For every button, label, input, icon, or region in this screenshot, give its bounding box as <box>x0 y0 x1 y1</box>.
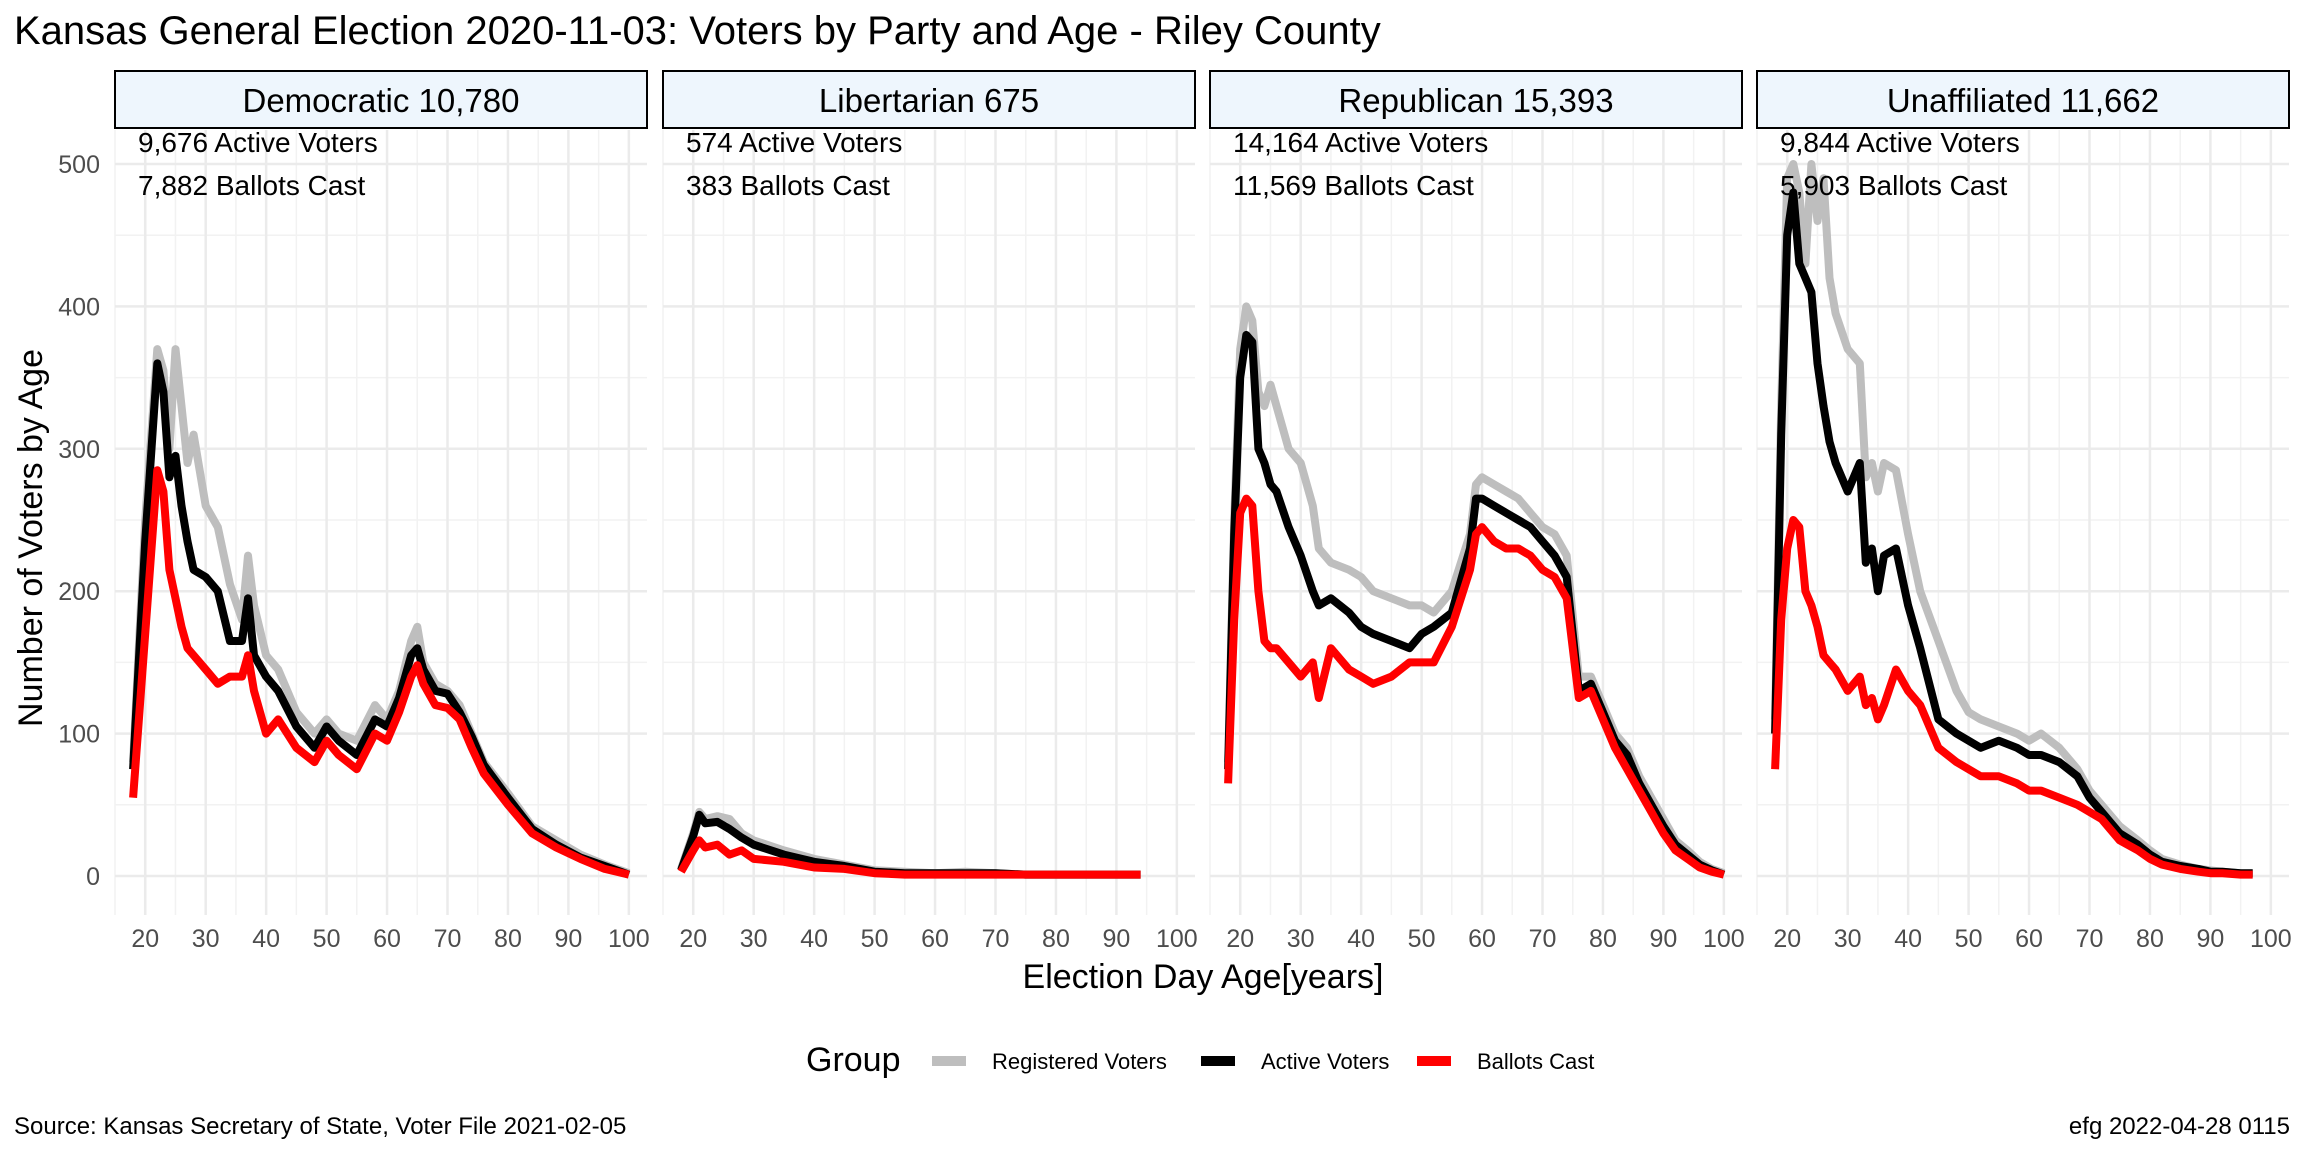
x-tick-label: 100 <box>608 925 650 953</box>
y-tick-label: 0 <box>86 863 100 891</box>
facet-strip-label: Democratic 10,780 <box>243 82 520 119</box>
panel-3: 20 30 40 50 60 70 80 90 100 Republican 15,393 14,1… <box>1209 70 1745 953</box>
x-tick-label: 90 <box>2197 925 2225 953</box>
x-tick-label: 20 <box>1773 925 1801 953</box>
y-tick-label: 100 <box>58 721 100 749</box>
series-line-ballots-cast <box>1224 494 1725 879</box>
legend-title: Group <box>806 1041 901 1079</box>
legend-label: Registered Voters <box>992 1049 1167 1074</box>
x-tick-label: 100 <box>1703 925 1745 953</box>
panel-annotation: 5,903 Ballots Cast <box>1780 170 2007 201</box>
x-tick-label: 100 <box>2250 925 2292 953</box>
legend-label: Ballots Cast <box>1477 1049 1594 1074</box>
x-tick-label: 80 <box>1042 925 1070 953</box>
y-tick-label: 400 <box>58 293 100 321</box>
series-line-registered-voters <box>129 345 631 877</box>
panel-4: 20 30 40 50 60 70 80 90 100 Unaffiliated 11,662 9,… <box>1756 70 2292 953</box>
facet-strip <box>662 70 1196 129</box>
series-line-active-voters <box>129 359 631 879</box>
panel-1: 20 30 40 50 60 70 80 90 100 0 100 200 300 400 500 Democ… <box>58 70 650 953</box>
x-tick-label: 40 <box>1347 925 1375 953</box>
legend: Group Registered Voters Active Voters Ball… <box>806 1041 1594 1079</box>
y-tick-label: 300 <box>58 436 100 464</box>
facet-strip <box>1756 70 2290 129</box>
x-tick-label: 50 <box>1955 925 1983 953</box>
x-tick-label: 30 <box>1834 925 1862 953</box>
x-tick-label: 90 <box>1103 925 1131 953</box>
panel-2: 20 30 40 50 60 70 80 90 100 Libertarian 675 574 Ac… <box>662 70 1198 953</box>
series-line-ballots-cast <box>129 466 630 879</box>
x-tick-label: 50 <box>313 925 341 953</box>
x-tick-label: 20 <box>1226 925 1254 953</box>
panels: 20 30 40 50 60 70 80 90 100 0 100 200 300 400 500 Democ… <box>58 70 2292 953</box>
series-line-ballots-cast <box>1771 516 2253 879</box>
facet-strip-label: Libertarian 675 <box>819 82 1039 119</box>
y-axis-label: Number of Voters by Age <box>12 349 50 727</box>
x-tick-label: 70 <box>982 925 1010 953</box>
series-line-active-voters <box>1224 330 1726 879</box>
x-tick-label: 20 <box>679 925 707 953</box>
panel-annotation: 14,164 Active Voters <box>1233 127 1488 158</box>
x-tick-label: 80 <box>2136 925 2164 953</box>
x-tick-label: 30 <box>1287 925 1315 953</box>
source-note: Source: Kansas Secretary of State, Voter… <box>14 1113 626 1140</box>
x-tick-label: 60 <box>373 925 401 953</box>
facet-strip-label: Unaffiliated 11,662 <box>1887 82 2159 119</box>
x-tick-label: 80 <box>494 925 522 953</box>
y-tick-label: 500 <box>58 151 100 179</box>
x-tick-label: 20 <box>131 925 159 953</box>
x-tick-label: 50 <box>1408 925 1436 953</box>
panel-annotation: 11,569 Ballots Cast <box>1233 170 1474 201</box>
credit-note: efg 2022-04-28 0115 <box>2069 1113 2290 1140</box>
x-tick-label: 100 <box>1156 925 1198 953</box>
x-tick-label: 60 <box>1468 925 1496 953</box>
x-tick-label: 40 <box>1894 925 1922 953</box>
series-line-active-voters <box>677 810 1141 879</box>
x-tick-label: 40 <box>800 925 828 953</box>
x-tick-label: 60 <box>921 925 949 953</box>
x-tick-label: 40 <box>252 925 280 953</box>
y-tick-label: 200 <box>58 578 100 606</box>
panel-annotation: 383 Ballots Cast <box>686 170 890 201</box>
panel-annotation: 574 Active Voters <box>686 127 902 158</box>
facet-strip <box>114 70 648 129</box>
x-tick-label: 30 <box>192 925 220 953</box>
facet-strip-label: Republican 15,393 <box>1338 82 1613 119</box>
facet-strip <box>1209 70 1743 129</box>
x-tick-label: 80 <box>1589 925 1617 953</box>
legend-label: Active Voters <box>1261 1049 1389 1074</box>
series-line-ballots-cast <box>677 836 1141 879</box>
panel-annotation: 9,844 Active Voters <box>1780 127 2020 158</box>
x-tick-label: 60 <box>2015 925 2043 953</box>
x-axis-label: Election Day Age[years] <box>1023 958 1384 996</box>
panel-annotation: 9,676 Active Voters <box>138 127 378 158</box>
x-tick-label: 70 <box>1529 925 1557 953</box>
series-line-registered-voters <box>1224 302 1726 877</box>
chart-title: Kansas General Election 2020-11-03: Vote… <box>14 9 1381 53</box>
x-tick-label: 90 <box>555 925 583 953</box>
x-tick-label: 70 <box>434 925 462 953</box>
x-tick-label: 50 <box>861 925 889 953</box>
x-tick-label: 30 <box>740 925 768 953</box>
x-tick-label: 70 <box>2076 925 2104 953</box>
panel-annotation: 7,882 Ballots Cast <box>138 170 365 201</box>
x-tick-label: 90 <box>1650 925 1678 953</box>
